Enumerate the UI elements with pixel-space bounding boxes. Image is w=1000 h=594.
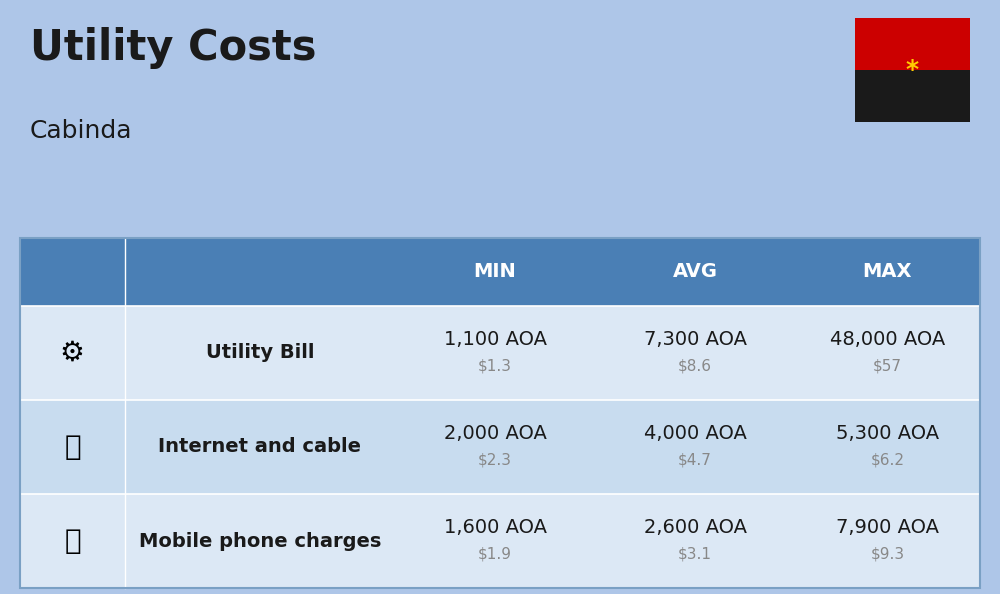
Bar [20, 306, 980, 400]
Text: $8.6: $8.6 [678, 359, 712, 374]
Text: MAX: MAX [863, 263, 912, 281]
Bar [20, 494, 980, 588]
Bar [20, 400, 980, 494]
Text: Utility Costs: Utility Costs [30, 27, 316, 69]
Bar [855, 18, 970, 69]
Text: Internet and cable: Internet and cable [158, 438, 362, 456]
Text: 7,300 AOA: 7,300 AOA [644, 330, 747, 349]
Text: Mobile phone charges: Mobile phone charges [139, 532, 381, 551]
Text: 7,900 AOA: 7,900 AOA [836, 519, 939, 538]
Text: $9.3: $9.3 [870, 546, 905, 561]
Text: $4.7: $4.7 [678, 453, 712, 467]
Text: Utility Bill: Utility Bill [206, 343, 314, 362]
Text: 2,000 AOA: 2,000 AOA [444, 425, 546, 443]
Text: ⚙️: ⚙️ [60, 339, 85, 367]
Text: 4,000 AOA: 4,000 AOA [644, 425, 746, 443]
Text: 📱: 📱 [64, 527, 81, 555]
Text: $2.3: $2.3 [478, 453, 512, 467]
Text: 48,000 AOA: 48,000 AOA [830, 330, 945, 349]
Text: 1,600 AOA: 1,600 AOA [444, 519, 546, 538]
Text: $1.3: $1.3 [478, 359, 512, 374]
Bar [20, 238, 395, 306]
Text: $6.2: $6.2 [870, 453, 904, 467]
Text: 5,300 AOA: 5,300 AOA [836, 425, 939, 443]
Text: 📶: 📶 [64, 433, 81, 461]
Text: $57: $57 [873, 359, 902, 374]
Text: $1.9: $1.9 [478, 546, 512, 561]
Text: $3.1: $3.1 [678, 546, 712, 561]
Bar [20, 238, 980, 588]
Text: 1,100 AOA: 1,100 AOA [444, 330, 546, 349]
Text: 2,600 AOA: 2,600 AOA [644, 519, 747, 538]
Bar [395, 238, 980, 306]
Text: *: * [906, 58, 919, 82]
Bar [855, 69, 970, 122]
Text: AVG: AVG [673, 263, 718, 281]
Text: MIN: MIN [474, 263, 516, 281]
Text: Cabinda: Cabinda [30, 119, 132, 143]
